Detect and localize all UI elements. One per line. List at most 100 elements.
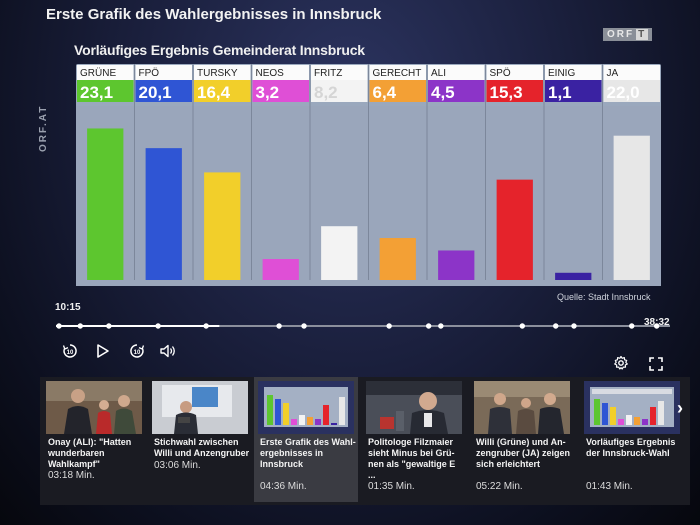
orf-logo: ORF T bbox=[603, 28, 653, 41]
playlist-strip: ‹ Onay (ALI): "Hatten wunderbaren Wahlka… bbox=[40, 377, 690, 505]
bar-fpö bbox=[145, 148, 182, 280]
playlist-item[interactable]: Politologe Filzmaier sieht Minus bei Grü… bbox=[362, 377, 466, 502]
election-bar-chart: GRÜNE 23,1 FPÖ 20,1 TURSKY 16,4 NEOS 3,2 FRITZ 8,… bbox=[76, 64, 661, 286]
party-value-cell bbox=[194, 80, 251, 102]
party-name-cell bbox=[77, 65, 134, 80]
party-name-label: FPÖ bbox=[139, 67, 160, 79]
chapter-marker[interactable] bbox=[106, 323, 112, 329]
party-value-cell bbox=[135, 80, 192, 102]
progress-fill bbox=[56, 325, 220, 327]
party-name-label: GRÜNE bbox=[80, 67, 116, 79]
playlist-item[interactable]: Vorläufiges Ergebnis der Innsbruck-Wahl … bbox=[580, 377, 684, 502]
party-value-cell bbox=[428, 80, 485, 102]
chapter-marker[interactable] bbox=[553, 323, 559, 329]
current-time: 10:15 bbox=[55, 302, 81, 313]
chapter-marker[interactable] bbox=[386, 323, 392, 329]
party-value-label: 22,0 bbox=[607, 83, 640, 102]
chapter-marker[interactable] bbox=[77, 323, 83, 329]
orf-logo-text: ORF bbox=[607, 29, 635, 40]
bar-einig bbox=[555, 272, 592, 280]
play-button[interactable] bbox=[92, 341, 112, 361]
party-value-label: 6,4 bbox=[373, 83, 397, 102]
chapter-marker[interactable] bbox=[155, 323, 161, 329]
party-value-cell bbox=[77, 80, 134, 102]
playlist-item-title: Stichwahl zwischen Willi und Anzengruber bbox=[154, 437, 250, 458]
party-name-cell bbox=[135, 65, 192, 80]
volume-button[interactable] bbox=[158, 341, 178, 361]
party-value-cell bbox=[545, 80, 602, 102]
playlist-item-title: Vorläufiges Ergebnis der Innsbruck-Wahl bbox=[586, 437, 676, 458]
playlist-item-active[interactable]: Erste Grafik des Wahl-ergebnisses in Inn… bbox=[254, 377, 358, 502]
playlist-item-duration: 01:35 Min. bbox=[368, 481, 415, 492]
party-name-label: TURSKY bbox=[197, 68, 238, 79]
bar-gerecht bbox=[379, 238, 416, 280]
chapter-marker[interactable] bbox=[653, 323, 660, 329]
progress-bar[interactable] bbox=[56, 323, 670, 329]
party-name-cell bbox=[486, 65, 543, 80]
party-value-cell bbox=[311, 80, 368, 102]
total-time: 38:32 bbox=[644, 317, 670, 328]
party-value-cell bbox=[369, 80, 426, 102]
party-value-cell bbox=[486, 80, 543, 102]
playlist-item-duration: 05:22 Min. bbox=[476, 481, 523, 492]
party-name-cell bbox=[369, 65, 426, 80]
bar-neos bbox=[262, 259, 299, 280]
party-value-label: 15,3 bbox=[490, 83, 523, 102]
chapter-marker[interactable] bbox=[629, 323, 635, 329]
party-name-cell bbox=[545, 65, 602, 80]
chapter-marker[interactable] bbox=[56, 323, 62, 329]
orf-logo-suffix: T bbox=[636, 29, 649, 40]
chapter-marker[interactable] bbox=[571, 323, 577, 329]
forward-10-button[interactable]: 10 bbox=[127, 341, 147, 361]
party-value-label: 3,2 bbox=[256, 83, 280, 102]
forward-10-icon: 10 bbox=[130, 344, 145, 358]
chapter-marker[interactable] bbox=[203, 323, 209, 329]
thumbnail-image bbox=[152, 381, 248, 434]
chapter-marker[interactable] bbox=[301, 323, 307, 329]
thumbnail-image bbox=[46, 381, 142, 434]
party-name-cell bbox=[194, 65, 251, 80]
chapter-marker[interactable] bbox=[519, 323, 525, 329]
thumbnail-image bbox=[258, 381, 354, 434]
chevron-right-icon: › bbox=[677, 398, 683, 418]
party-name-label: ALI bbox=[431, 68, 446, 79]
party-name-cell bbox=[428, 65, 485, 80]
svg-text:10: 10 bbox=[134, 350, 141, 356]
playlist-next-button[interactable]: › bbox=[674, 395, 686, 421]
chapter-marker[interactable] bbox=[425, 323, 432, 329]
rewind-10-button[interactable]: 10 bbox=[60, 341, 80, 361]
chapter-marker[interactable] bbox=[276, 323, 282, 329]
party-value-label: 4,5 bbox=[431, 83, 455, 102]
party-name-label: GERECHT bbox=[373, 68, 422, 79]
party-value-label: 23,1 bbox=[80, 83, 113, 102]
thumbnail-image bbox=[474, 381, 570, 434]
party-value-label: 16,4 bbox=[197, 83, 231, 102]
party-name-label: FRITZ bbox=[314, 68, 342, 79]
playlist-item-duration: 03:06 Min. bbox=[154, 460, 201, 471]
party-value-cell bbox=[252, 80, 309, 102]
playlist-item[interactable]: Onay (ALI): "Hatten wunderbaren Wahlkamp… bbox=[42, 377, 146, 502]
party-name-cell bbox=[603, 65, 660, 80]
playlist-item[interactable]: Stichwahl zwischen Willi und Anzengruber… bbox=[148, 377, 252, 502]
fullscreen-button[interactable] bbox=[646, 354, 666, 374]
bar-tursky bbox=[204, 172, 241, 280]
playlist-item-duration: 04:36 Min. bbox=[260, 481, 307, 492]
chart-source: Quelle: Stadt Innsbruck bbox=[557, 292, 651, 302]
party-value-label: 20,1 bbox=[139, 83, 172, 102]
party-name-cell bbox=[252, 65, 309, 80]
video-title: Erste Grafik des Wahlergebnisses in Inns… bbox=[46, 6, 382, 23]
progress-track-line bbox=[56, 325, 670, 327]
bar-grüne bbox=[87, 128, 124, 280]
side-logo: ORF.AT bbox=[38, 104, 49, 152]
party-name-label: EINIG bbox=[548, 68, 575, 79]
party-value-label: 8,2 bbox=[314, 83, 338, 102]
playlist-item-duration: 03:18 Min. bbox=[48, 470, 95, 481]
playlist-item[interactable]: Willi (Grüne) und An-zengruber (JA) zeig… bbox=[470, 377, 574, 502]
play-icon bbox=[97, 344, 109, 358]
party-value-label: 1,1 bbox=[548, 83, 572, 102]
settings-button[interactable] bbox=[611, 353, 631, 373]
bar-fritz bbox=[321, 226, 358, 280]
chapter-marker[interactable] bbox=[438, 323, 444, 329]
bar-spö bbox=[496, 179, 533, 280]
